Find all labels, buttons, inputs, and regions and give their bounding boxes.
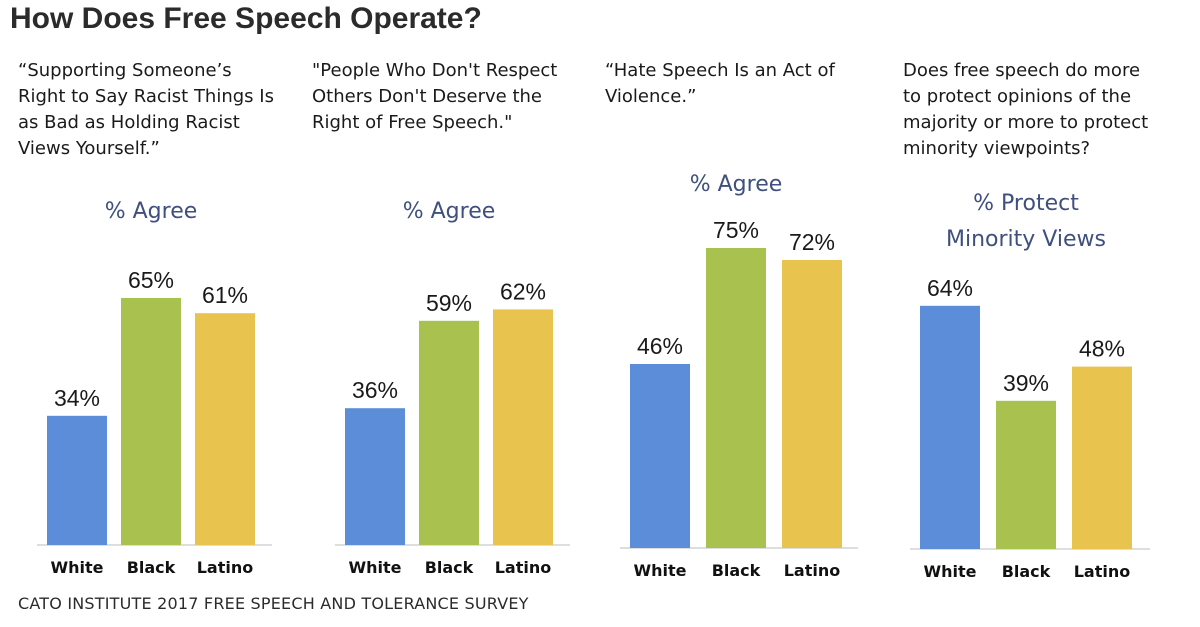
bar-white (47, 415, 107, 545)
bar-white (345, 408, 405, 545)
question-line: Right of Free Speech." (312, 112, 513, 133)
bar-black (419, 320, 479, 545)
category-label: Black (127, 558, 176, 577)
bar-white (920, 305, 980, 549)
metric-label: % Agree (690, 172, 783, 197)
question-line: Right to Say Racist Things Is (18, 86, 274, 107)
bar-latino (1072, 366, 1132, 549)
metric-label: % Protect (973, 191, 1079, 216)
data-label: 72% (789, 229, 835, 255)
category-label: White (633, 561, 686, 580)
bar-black (996, 400, 1056, 549)
panel-question: “Supporting Someone’s Right to Say Racis… (18, 58, 274, 162)
metric-label: % Agree (403, 199, 496, 224)
data-label: 48% (1079, 336, 1125, 362)
bar-latino (782, 260, 842, 548)
metric-label: Minority Views (946, 227, 1106, 252)
category-label: Latino (197, 558, 254, 577)
category-label: Latino (495, 558, 552, 577)
question-line: “Hate Speech Is an Act of (605, 60, 835, 81)
panel-question: Does free speech do more to protect opin… (903, 58, 1148, 162)
data-label: 65% (128, 267, 174, 293)
metric-label: % Agree (105, 199, 198, 224)
data-label: 61% (202, 282, 248, 308)
bar-latino (493, 309, 553, 545)
question-line: to protect opinions of the (903, 86, 1132, 107)
data-label: 46% (637, 333, 683, 359)
question-line: "People Who Don't Respect (312, 60, 558, 81)
data-label: 75% (713, 217, 759, 243)
question-line: Views Yourself.” (18, 138, 160, 159)
question-line: Violence.” (605, 86, 697, 107)
question-line: Others Don't Deserve the (312, 86, 542, 107)
category-label: Latino (1074, 562, 1131, 581)
category-label: White (923, 562, 976, 581)
page-title: How Does Free Speech Operate? (10, 2, 482, 35)
category-label: Black (425, 558, 474, 577)
question-line: majority or more to protect (903, 112, 1149, 133)
question-line: minority viewpoints? (903, 138, 1091, 159)
data-label: 34% (54, 385, 100, 411)
bar-black (121, 298, 181, 545)
source-note: CATO INSTITUTE 2017 FREE SPEECH AND TOLE… (18, 594, 529, 613)
category-label: White (50, 558, 103, 577)
data-label: 36% (352, 377, 398, 403)
category-label: White (348, 558, 401, 577)
data-label: 39% (1003, 370, 1049, 396)
question-line: “Supporting Someone’s (18, 60, 232, 81)
question-line: Does free speech do more (903, 60, 1141, 81)
bar-black (706, 248, 766, 548)
data-label: 62% (500, 278, 546, 304)
data-label: 59% (426, 290, 472, 316)
category-label: Black (712, 561, 761, 580)
category-label: Latino (784, 561, 841, 580)
bar-latino (195, 313, 255, 545)
panel-question: “Hate Speech Is an Act of Violence.” (605, 58, 835, 110)
panel-question: "People Who Don't Respect Others Don't D… (312, 58, 557, 136)
category-label: Black (1002, 562, 1051, 581)
question-line: as Bad as Holding Racist (18, 112, 240, 133)
data-label: 64% (927, 275, 973, 301)
bar-white (630, 364, 690, 548)
